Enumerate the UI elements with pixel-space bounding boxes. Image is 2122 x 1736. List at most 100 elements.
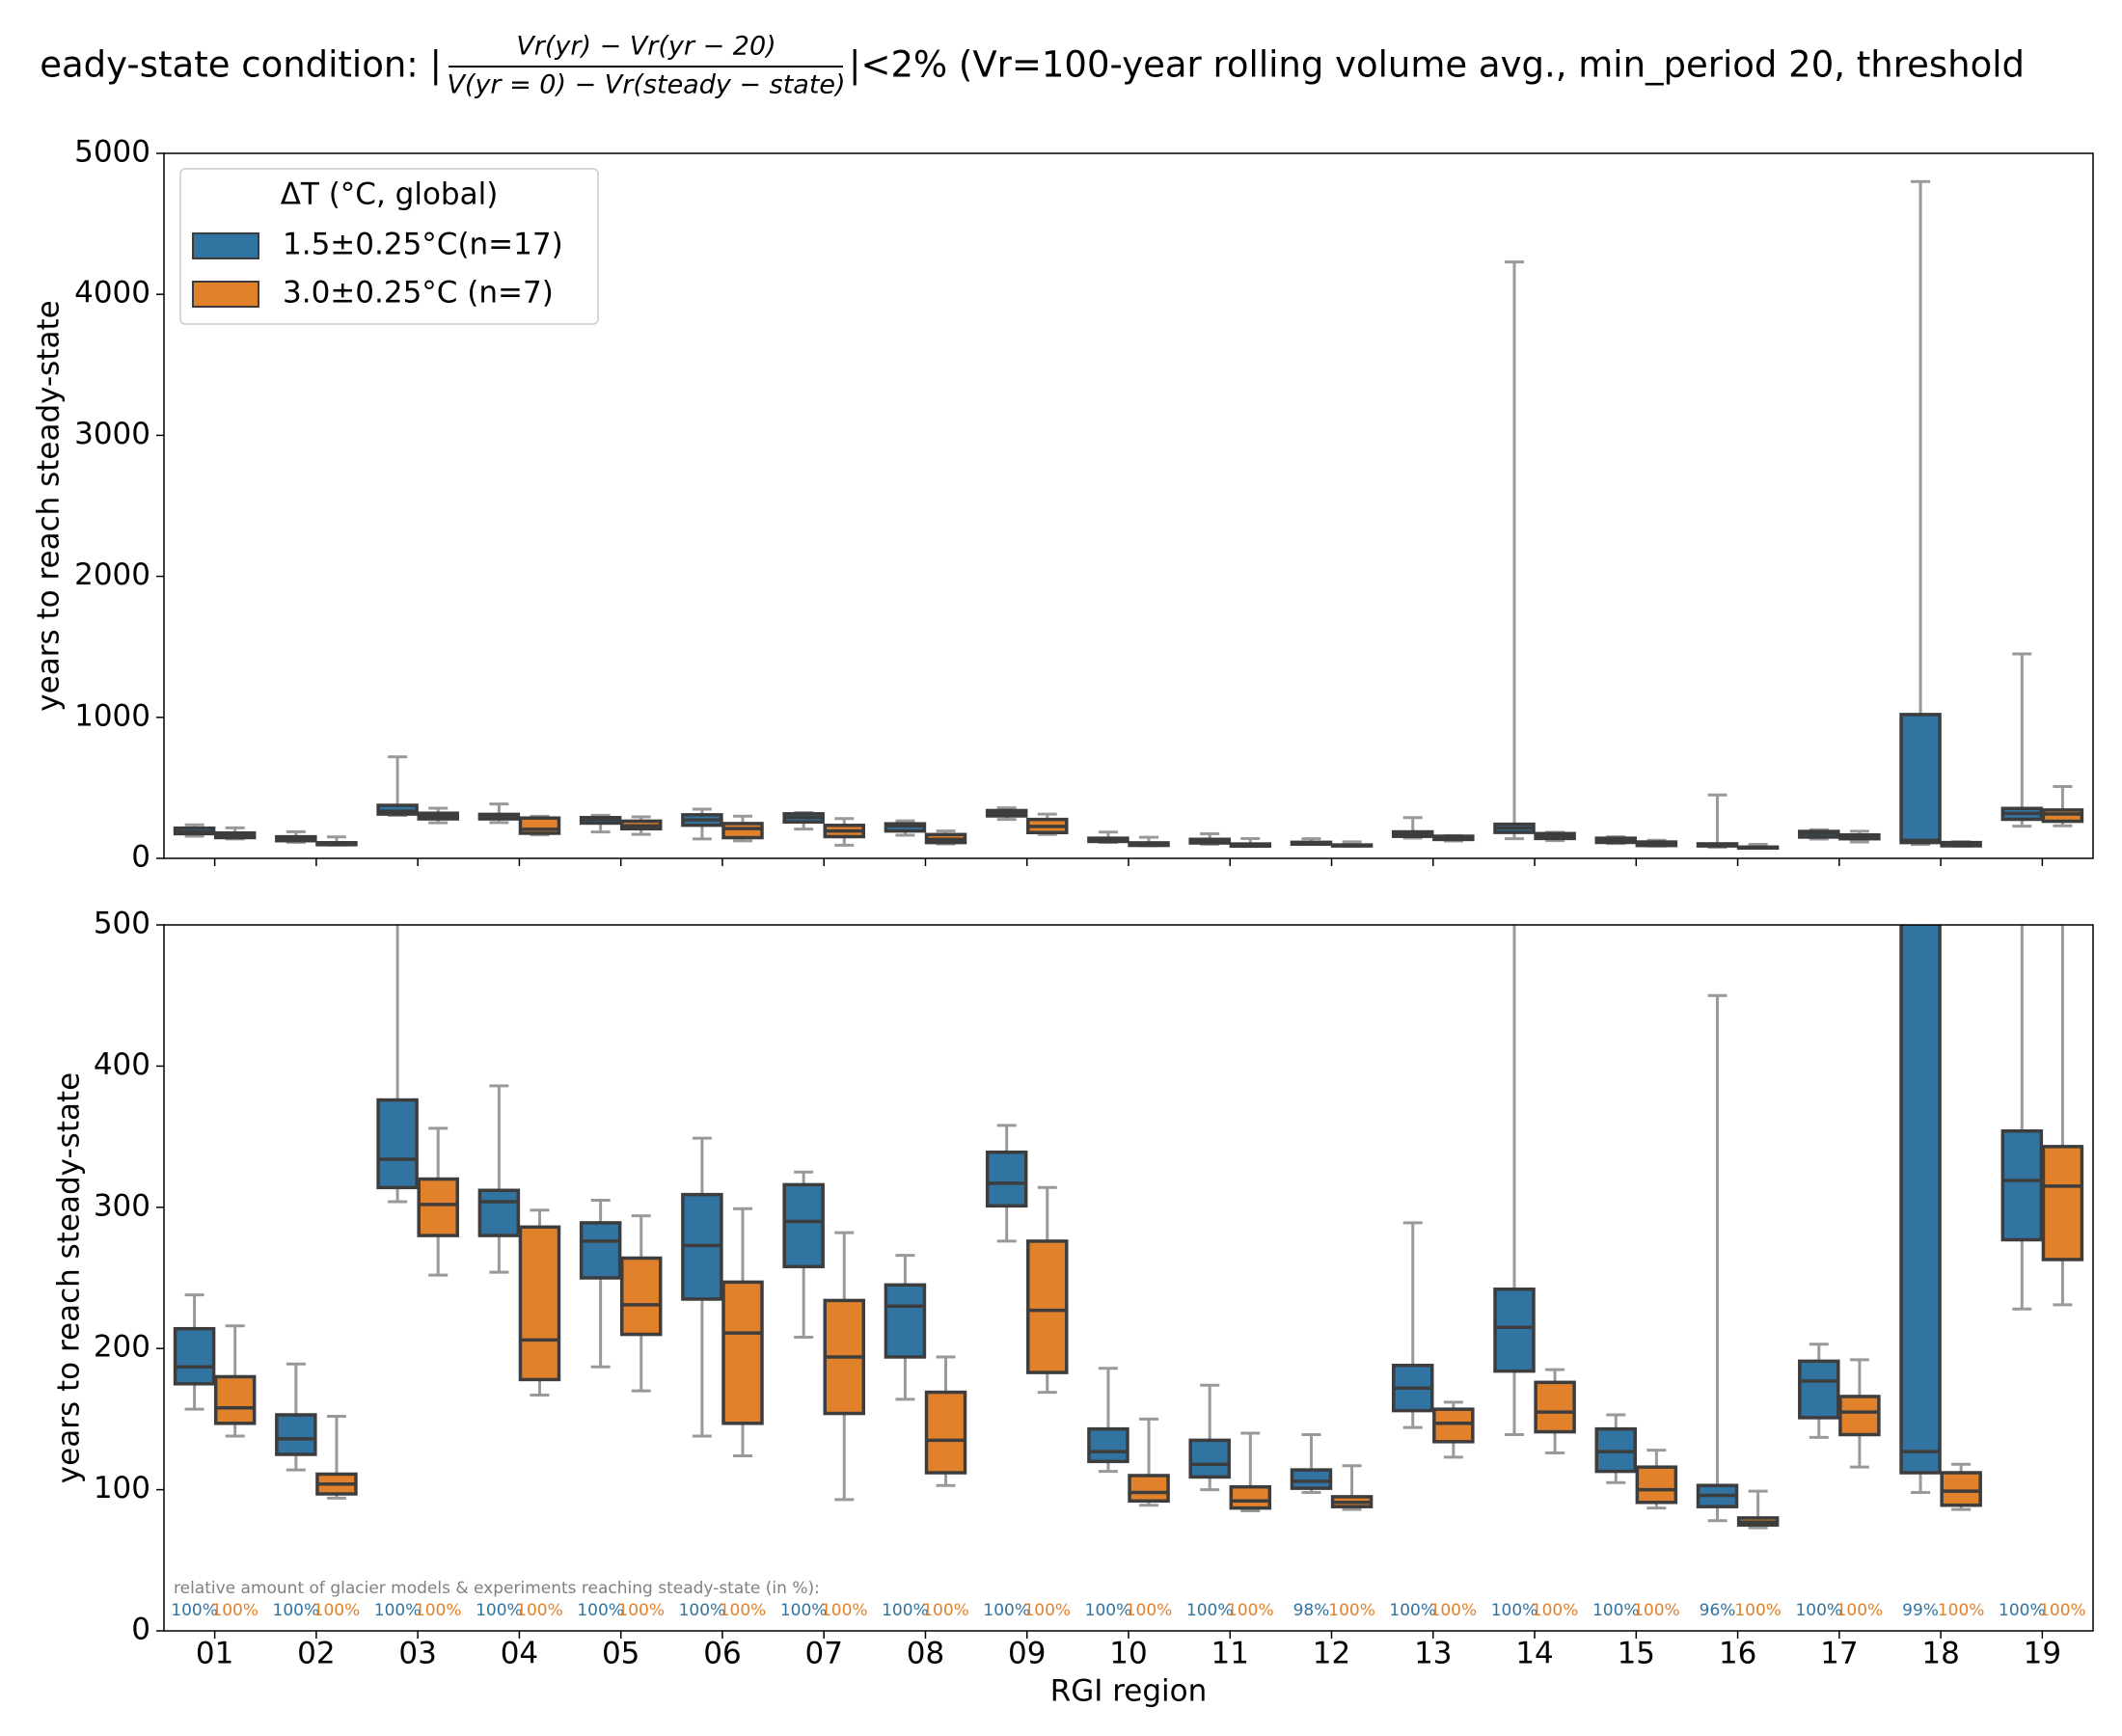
share-label: 100%	[273, 1601, 320, 1620]
y-axis-label: years to reach steady-state	[52, 1072, 87, 1483]
box	[924, 1390, 967, 1475]
share-label: 100%	[415, 1601, 462, 1620]
box	[1290, 1468, 1333, 1490]
plot-area	[173, 925, 2084, 1530]
box	[2000, 1128, 2044, 1242]
box	[579, 1221, 622, 1280]
share-label: 100%	[211, 1601, 258, 1620]
share-label: 100%	[1532, 1601, 1579, 1620]
share-label: 100%	[1999, 1601, 2046, 1620]
share-label: 100%	[313, 1601, 361, 1620]
x-tick-label: 11	[1211, 1637, 1249, 1671]
legend-label: 3.0±0.25°C (n=7)	[283, 276, 554, 311]
box	[376, 1098, 419, 1190]
share-label: 100%	[922, 1601, 969, 1620]
y-tick-label: 300	[94, 1188, 150, 1223]
share-label: 100%	[1023, 1601, 1071, 1620]
box	[417, 1177, 459, 1237]
legend-swatch	[192, 281, 259, 308]
share-label: 100%	[2039, 1601, 2086, 1620]
box	[884, 1283, 927, 1359]
box	[477, 1188, 521, 1237]
x-tick-label: 19	[2024, 1637, 2061, 1671]
share-label: 100%	[1836, 1601, 1884, 1620]
box	[1899, 925, 1942, 1475]
x-tick-label: 01	[196, 1637, 233, 1671]
box	[518, 1225, 561, 1382]
x-tick-label: 17	[1820, 1637, 1858, 1671]
share-label: 99%	[1902, 1601, 1939, 1620]
share-label: 100%	[1592, 1601, 1640, 1620]
share-label: 100%	[1734, 1601, 1782, 1620]
y-tick-label: 0	[131, 840, 150, 875]
share-label: 100%	[617, 1601, 665, 1620]
box	[2041, 1145, 2084, 1261]
title-suffix: |<2% (Vr=100-year rolling volume avg., m…	[849, 44, 2025, 86]
share-label: 100%	[1186, 1601, 1234, 1620]
share-label: 100%	[516, 1601, 563, 1620]
box	[1432, 1407, 1475, 1444]
share-label: 100%	[1491, 1601, 1538, 1620]
box	[1798, 1359, 1840, 1420]
plot-frame	[163, 152, 2094, 859]
x-axis-label: RGI region	[1050, 1674, 1208, 1709]
y-tick-label: 500	[94, 907, 150, 941]
box	[1635, 1465, 1678, 1505]
share-label: 100%	[720, 1601, 767, 1620]
note: relative amount of glacier models & expe…	[174, 1579, 820, 1598]
share-label: 100%	[679, 1601, 726, 1620]
y-tick-label: 1000	[74, 698, 150, 733]
box	[985, 1150, 1028, 1208]
box	[782, 1182, 825, 1269]
y-tick-label: 4000	[74, 276, 150, 311]
y-tick-label: 3000	[74, 417, 150, 451]
box	[1026, 1239, 1069, 1374]
y-tick-label: 5000	[74, 135, 150, 170]
x-tick-label: 08	[907, 1637, 944, 1671]
legend-title: ΔT (°C, global)	[281, 177, 499, 212]
box	[1493, 1287, 1536, 1373]
share-label: 100%	[1430, 1601, 1478, 1620]
y-axis-label: years to reach steady-state	[32, 300, 67, 711]
share-label: 100%	[171, 1601, 218, 1620]
box	[173, 1326, 216, 1386]
x-tick-label: 16	[1719, 1637, 1756, 1671]
y-tick-label: 100	[94, 1471, 150, 1505]
title-denominator: V(yr = 0) − Vr(steady − state)	[447, 70, 845, 100]
x-tick-label: 18	[1921, 1637, 1959, 1671]
box	[1534, 1380, 1576, 1434]
share-label: 100%	[882, 1601, 929, 1620]
share-label: 100%	[1938, 1601, 1985, 1620]
box	[1128, 1474, 1170, 1504]
share-label: 100%	[476, 1601, 523, 1620]
box	[1838, 1395, 1881, 1437]
y-tick-label: 400	[94, 1047, 150, 1082]
box	[2041, 808, 2084, 824]
legend-label: 1.5±0.25°C(n=17)	[283, 228, 563, 262]
share-label: 100%	[1795, 1601, 1842, 1620]
legend-box	[179, 168, 599, 325]
x-tick-label: 09	[1008, 1637, 1046, 1671]
box	[619, 1256, 663, 1337]
x-tick-label: 10	[1109, 1637, 1147, 1671]
box	[1940, 1471, 1982, 1507]
box	[1087, 1426, 1129, 1464]
box	[721, 1280, 764, 1425]
y-tick-label: 2000	[74, 557, 150, 592]
x-tick-label: 04	[501, 1637, 538, 1671]
share-label: 100%	[1227, 1601, 1274, 1620]
share-label: 100%	[821, 1601, 868, 1620]
x-tick-label: 06	[703, 1637, 741, 1671]
x-tick-label: 03	[398, 1637, 436, 1671]
share-label: 100%	[1085, 1601, 1132, 1620]
y-tick-label: 0	[131, 1613, 150, 1647]
x-tick-label: 15	[1618, 1637, 1655, 1671]
plot-frame	[163, 924, 2094, 1632]
share-label: 100%	[780, 1601, 828, 1620]
share-label: 100%	[983, 1601, 1030, 1620]
legend-swatch	[192, 232, 259, 259]
share-label: 100%	[374, 1601, 422, 1620]
share-label: 100%	[1126, 1601, 1173, 1620]
x-tick-label: 05	[602, 1637, 639, 1671]
